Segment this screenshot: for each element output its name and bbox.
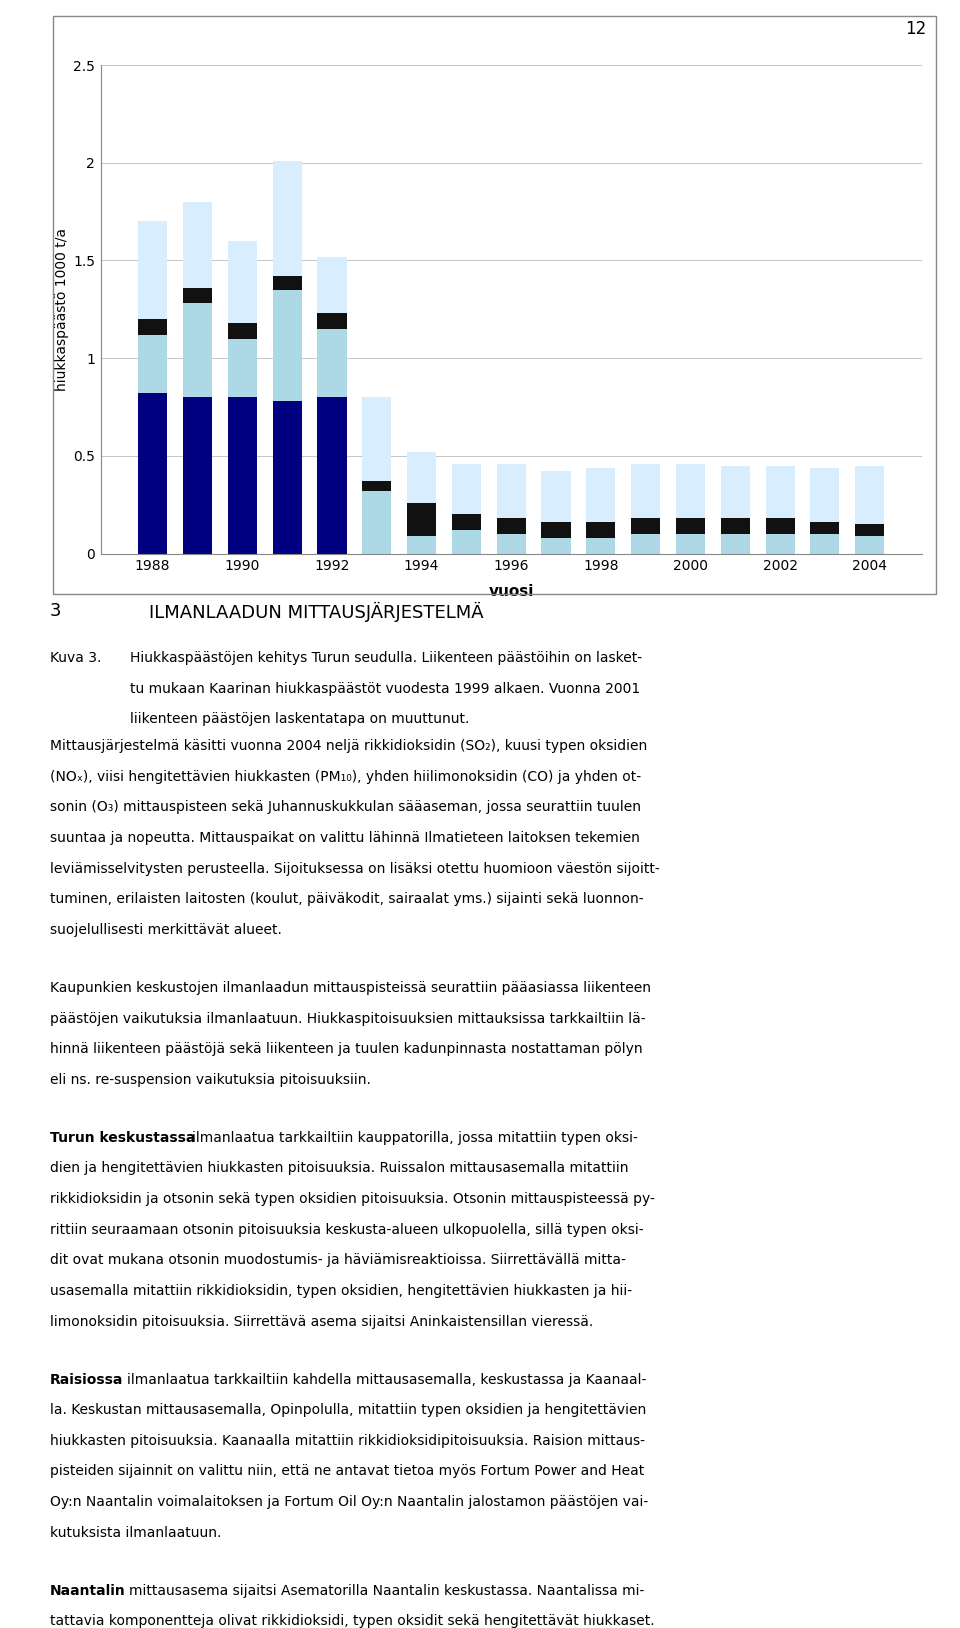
Text: ilmanlaatua tarkkailtiin kauppatorilla, jossa mitattiin typen oksi-: ilmanlaatua tarkkailtiin kauppatorilla, …	[192, 1131, 637, 1144]
Bar	[228, 339, 257, 397]
X-axis label: vuosi: vuosi	[489, 584, 534, 599]
Bar	[362, 482, 392, 492]
Text: pisteiden sijainnit on valittu niin, että ne antavat tietoa myös Fortum Power an: pisteiden sijainnit on valittu niin, ett…	[50, 1465, 644, 1478]
Bar	[318, 257, 347, 313]
Text: la. Keskustan mittausasemalla, Opinpolulla, mitattiin typen oksidien ja hengitet: la. Keskustan mittausasemalla, Opinpolul…	[50, 1403, 646, 1418]
Bar	[452, 514, 481, 531]
Bar	[362, 492, 392, 554]
Bar	[273, 400, 301, 554]
Bar	[587, 467, 615, 523]
Bar	[452, 464, 481, 514]
Y-axis label: hiukkaspäästö 1000 t/a: hiukkaspäästö 1000 t/a	[55, 228, 69, 391]
Bar	[496, 534, 526, 554]
Bar	[318, 397, 347, 554]
Bar	[183, 303, 212, 397]
Bar	[541, 537, 570, 554]
Text: tattavia komponentteja olivat rikkidioksidi, typen oksidit sekä hengitettävät hi: tattavia komponentteja olivat rikkidioks…	[50, 1615, 655, 1628]
Text: ILMANLAADUN MITTAUSJÄRJESTELMÄ: ILMANLAADUN MITTAUSJÄRJESTELMÄ	[149, 602, 483, 622]
Text: suuntaa ja nopeutta. Mittauspaikat on valittu lähinnä Ilmatieteen laitoksen teke: suuntaa ja nopeutta. Mittauspaikat on va…	[50, 830, 639, 845]
Bar	[765, 518, 795, 534]
Bar	[765, 534, 795, 554]
Bar	[183, 202, 212, 288]
Text: ilmanlaatua tarkkailtiin kahdella mittausasemalla, keskustassa ja Kaanaal-: ilmanlaatua tarkkailtiin kahdella mittau…	[127, 1372, 646, 1387]
Text: Mittausjärjestelmä käsitti vuonna 2004 neljä rikkidioksidin (SO₂), kuusi typen o: Mittausjärjestelmä käsitti vuonna 2004 n…	[50, 739, 647, 754]
Bar	[228, 397, 257, 554]
Text: kutuksista ilmanlaatuun.: kutuksista ilmanlaatuun.	[50, 1525, 222, 1540]
Text: suojelullisesti merkittävät alueet.: suojelullisesti merkittävät alueet.	[50, 923, 282, 936]
Bar	[228, 241, 257, 322]
Bar	[138, 319, 167, 335]
Bar	[183, 397, 212, 554]
Bar	[273, 290, 301, 400]
Text: Oy:n Naantalin voimalaitoksen ja Fortum Oil Oy:n Naantalin jalostamon päästöjen : Oy:n Naantalin voimalaitoksen ja Fortum …	[50, 1495, 648, 1509]
Text: Raisiossa: Raisiossa	[50, 1372, 123, 1387]
Bar	[587, 537, 615, 554]
Text: Naantalin: Naantalin	[50, 1584, 126, 1597]
Bar	[676, 464, 705, 518]
Bar	[631, 534, 660, 554]
Text: usasemalla mitattiin rikkidioksidin, typen oksidien, hengitettävien hiukkasten j: usasemalla mitattiin rikkidioksidin, typ…	[50, 1284, 632, 1298]
Text: dit ovat mukana otsonin muodostumis- ja häviämisreaktioissa. Siirrettävällä mitt: dit ovat mukana otsonin muodostumis- ja …	[50, 1254, 626, 1267]
Text: limonoksidin pitoisuuksia. Siirrettävä asema sijaitsi Aninkaistensillan vieressä: limonoksidin pitoisuuksia. Siirrettävä a…	[50, 1314, 593, 1328]
Bar	[810, 467, 839, 523]
Text: leviämisselvitysten perusteella. Sijoituksessa on lisäksi otettu huomioon väestö: leviämisselvitysten perusteella. Sijoitu…	[50, 861, 660, 876]
Bar	[496, 518, 526, 534]
Text: eli ns. re-suspension vaikutuksia pitoisuuksiin.: eli ns. re-suspension vaikutuksia pitois…	[50, 1073, 371, 1088]
Bar	[855, 466, 884, 524]
Bar	[138, 335, 167, 394]
Text: liikenteen päästöjen laskentatapa on muuttunut.: liikenteen päästöjen laskentatapa on muu…	[130, 713, 469, 726]
Text: päästöjen vaikutuksia ilmanlaatuun. Hiukkaspitoisuuksien mittauksissa tarkkailti: päästöjen vaikutuksia ilmanlaatuun. Hiuk…	[50, 1011, 645, 1026]
Bar	[407, 536, 436, 554]
Text: rikkidioksidin ja otsonin sekä typen oksidien pitoisuuksia. Otsonin mittauspiste: rikkidioksidin ja otsonin sekä typen oks…	[50, 1192, 655, 1206]
Bar	[631, 518, 660, 534]
Bar	[810, 534, 839, 554]
Text: mittausasema sijaitsi Asematorilla Naantalin keskustassa. Naantalissa mi-: mittausasema sijaitsi Asematorilla Naant…	[129, 1584, 644, 1597]
Text: (NOₓ), viisi hengitettävien hiukkasten (PM₁₀), yhden hiilimonoksidin (CO) ja yhd: (NOₓ), viisi hengitettävien hiukkasten (…	[50, 770, 641, 783]
Bar	[855, 536, 884, 554]
Bar	[183, 288, 212, 303]
Text: Hiukkaspäästöjen kehitys Turun seudulla. Liikenteen päästöihin on lasket-: Hiukkaspäästöjen kehitys Turun seudulla.…	[130, 651, 641, 666]
Bar	[765, 466, 795, 518]
Text: Turun keskustassa: Turun keskustassa	[50, 1131, 195, 1144]
Bar	[496, 464, 526, 518]
Bar	[452, 531, 481, 554]
Text: tu mukaan Kaarinan hiukkaspäästöt vuodesta 1999 alkaen. Vuonna 2001: tu mukaan Kaarinan hiukkaspäästöt vuodes…	[130, 682, 640, 695]
Bar	[676, 534, 705, 554]
Text: hiukkasten pitoisuuksia. Kaanaalla mitattiin rikkidioksidipitoisuuksia. Raision : hiukkasten pitoisuuksia. Kaanaalla mitat…	[50, 1434, 645, 1447]
Bar	[721, 534, 750, 554]
Text: Kuva 3.: Kuva 3.	[50, 651, 102, 666]
Text: hinnä liikenteen päästöjä sekä liikenteen ja tuulen kadunpinnasta nostattaman pö: hinnä liikenteen päästöjä sekä liikentee…	[50, 1042, 642, 1057]
Bar	[318, 329, 347, 397]
Bar	[587, 523, 615, 537]
Bar	[138, 394, 167, 554]
Bar	[721, 466, 750, 518]
Bar	[541, 523, 570, 537]
Text: dien ja hengitettävien hiukkasten pitoisuuksia. Ruissalon mittausasemalla mitatt: dien ja hengitettävien hiukkasten pitois…	[50, 1161, 629, 1175]
Bar	[541, 472, 570, 523]
Bar	[855, 524, 884, 536]
Bar	[407, 453, 436, 503]
Text: tuminen, erilaisten laitosten (koulut, päiväkodit, sairaalat yms.) sijainti sekä: tuminen, erilaisten laitosten (koulut, p…	[50, 892, 643, 907]
Bar	[318, 313, 347, 329]
Bar	[228, 322, 257, 339]
Bar	[676, 518, 705, 534]
Bar	[273, 277, 301, 290]
Bar	[631, 464, 660, 518]
Bar	[138, 221, 167, 319]
Text: Kaupunkien keskustojen ilmanlaadun mittauspisteissä seurattiin pääasiassa liiken: Kaupunkien keskustojen ilmanlaadun mitta…	[50, 982, 651, 995]
Text: rittiin seuraamaan otsonin pitoisuuksia keskusta-alueen ulkopuolella, sillä type: rittiin seuraamaan otsonin pitoisuuksia …	[50, 1223, 643, 1237]
Bar	[810, 523, 839, 534]
Text: 3: 3	[50, 602, 61, 620]
Bar	[273, 161, 301, 277]
Text: 12: 12	[905, 20, 926, 37]
Bar	[362, 397, 392, 482]
Bar	[407, 503, 436, 536]
Bar	[721, 518, 750, 534]
Text: sonin (O₃) mittauspisteen sekä Juhannuskukkulan sääaseman, jossa seurattiin tuul: sonin (O₃) mittauspisteen sekä Juhannusk…	[50, 801, 641, 814]
